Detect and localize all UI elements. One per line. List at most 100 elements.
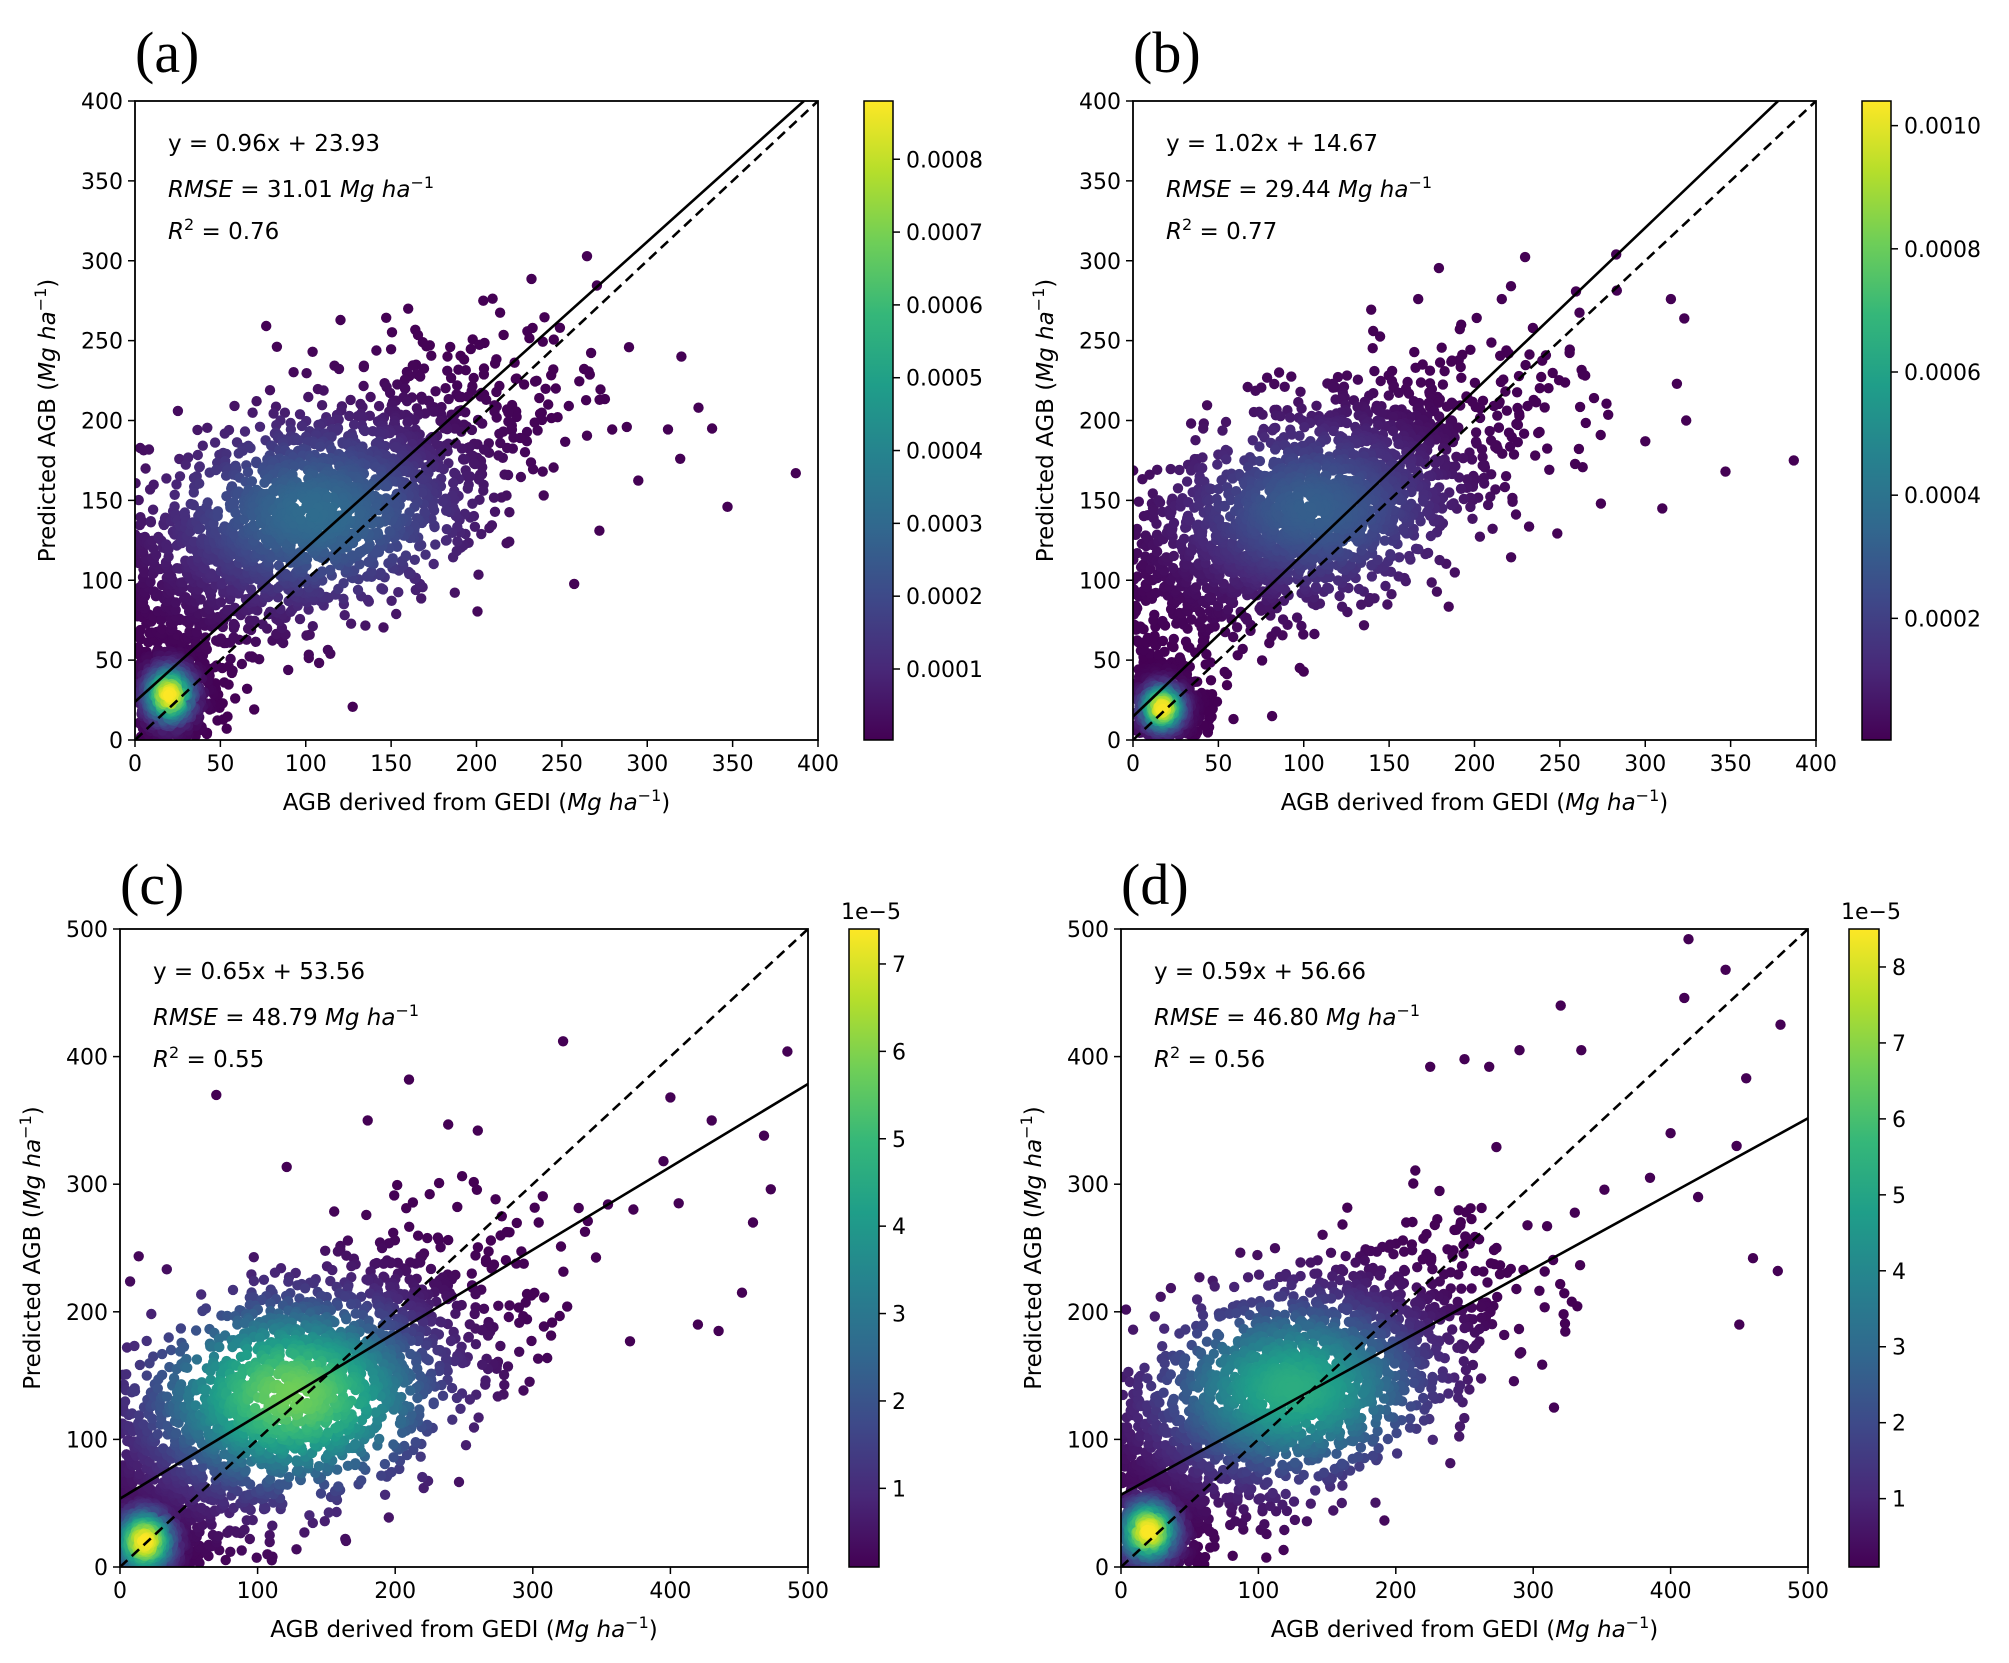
scatter-point <box>1151 518 1162 529</box>
scatter-point <box>1493 422 1505 433</box>
scatter-point <box>1201 400 1213 411</box>
scatter-point <box>222 711 233 722</box>
scatter-point <box>338 593 349 604</box>
scatter-point <box>1495 376 1507 388</box>
scatter-point <box>1500 471 1512 482</box>
scatter-point <box>1415 377 1427 388</box>
scatter-point <box>1385 549 1396 560</box>
scatter-point <box>722 501 733 512</box>
x-tick-label: 400 <box>797 752 839 777</box>
scatter-point <box>261 320 272 332</box>
scatter-point <box>1469 377 1481 388</box>
scatter-point <box>1228 713 1239 725</box>
scatter-point <box>501 538 512 549</box>
scatter-point <box>1149 630 1160 642</box>
scatter-point <box>494 428 505 439</box>
scatter-point <box>1409 346 1420 358</box>
scatter-point <box>1190 435 1201 446</box>
scatter-point <box>1217 425 1228 436</box>
scatter-point <box>453 364 464 375</box>
scatter-point <box>317 566 328 577</box>
scatter-point <box>458 354 470 365</box>
scatter-point <box>246 651 257 662</box>
scatter-point <box>495 437 506 449</box>
scatter-point <box>1471 312 1482 324</box>
scatter-point <box>421 341 432 352</box>
scatter-point <box>180 459 191 470</box>
scatter-point <box>257 619 268 630</box>
scatter-point <box>503 407 514 418</box>
scatter-point <box>510 373 521 385</box>
scatter-point <box>1474 412 1486 424</box>
scatter-point <box>1323 531 1335 543</box>
scatter-point <box>1552 528 1563 539</box>
scatter-point <box>1284 412 1296 423</box>
scatter-point <box>303 391 314 403</box>
scatter-point <box>430 386 441 397</box>
scatter-point <box>194 478 205 489</box>
scatter-points <box>135 251 801 740</box>
scatter-point <box>163 689 174 701</box>
scatter-point <box>524 333 535 344</box>
rmse-annotation: RMSE = 31.01 Mg ha−1 <box>168 173 434 203</box>
scatter-point <box>1275 411 1286 422</box>
scatter-point <box>1181 476 1193 487</box>
scatter-point <box>508 432 519 443</box>
scatter-point <box>1569 458 1581 470</box>
panel-b: (b)0 50 100 150 200 250 300 350 4000501001502002… <box>1029 20 1981 816</box>
y-tick-label: 250 <box>81 330 123 355</box>
scatter-point <box>170 604 181 616</box>
scatter-point <box>1221 454 1232 465</box>
scatter-point <box>1279 381 1290 392</box>
y-tick-label: 200 <box>81 410 123 435</box>
scatter-point <box>1209 621 1220 632</box>
scatter-point <box>1261 372 1273 383</box>
scatter-point <box>1553 375 1565 386</box>
y-axis-label: Predicted AGB (Mg ha−1) <box>31 279 61 563</box>
scatter-point <box>451 545 462 557</box>
y-tick-label: 150 <box>81 489 123 514</box>
scatter-point <box>1488 400 1500 412</box>
panel-a: (a)0 50 100 150 200 250 300 350 4000501001502002… <box>31 20 983 816</box>
x-tick-label: 300 <box>626 752 668 777</box>
x-tick-label: 250 <box>541 752 583 777</box>
scatter-point <box>1523 521 1535 532</box>
scatter-point <box>345 618 357 629</box>
scatter-point <box>202 422 213 433</box>
scatter-point <box>543 399 554 410</box>
scatter-point <box>540 383 551 394</box>
scatter-point <box>468 458 480 469</box>
scatter-point <box>307 621 318 632</box>
scatter-point <box>1665 293 1677 305</box>
scatter-point <box>460 365 471 376</box>
scatter-point <box>1358 620 1370 631</box>
scatter-point <box>1186 614 1197 625</box>
scatter-point <box>135 478 141 489</box>
scatter-point <box>448 477 459 489</box>
scatter-point <box>415 371 426 382</box>
scatter-point <box>539 312 550 323</box>
scatter-point <box>1543 383 1554 394</box>
scatter-point <box>197 440 208 451</box>
scatter-point <box>441 505 452 516</box>
scatter-point <box>1403 388 1415 399</box>
scatter-point <box>594 394 605 405</box>
scatter-point <box>271 419 282 431</box>
scatter-point <box>1205 657 1216 668</box>
scatter-point <box>366 566 377 577</box>
scatter-point <box>268 408 279 419</box>
scatter-point <box>1309 628 1320 640</box>
scatter-point <box>1394 552 1405 563</box>
scatter-point <box>1681 415 1692 426</box>
scatter-point <box>215 633 227 644</box>
scatter-point <box>1454 324 1466 335</box>
scatter-point <box>1133 600 1141 612</box>
scatter-point <box>1595 498 1607 509</box>
scatter-point <box>1397 523 1409 535</box>
panel-label: (b) <box>1133 20 1201 85</box>
scatter-point <box>1221 680 1233 691</box>
scatter-point <box>399 374 411 385</box>
scatter-point <box>295 514 306 525</box>
scatter-point <box>1533 427 1544 439</box>
fit-line <box>135 101 805 703</box>
